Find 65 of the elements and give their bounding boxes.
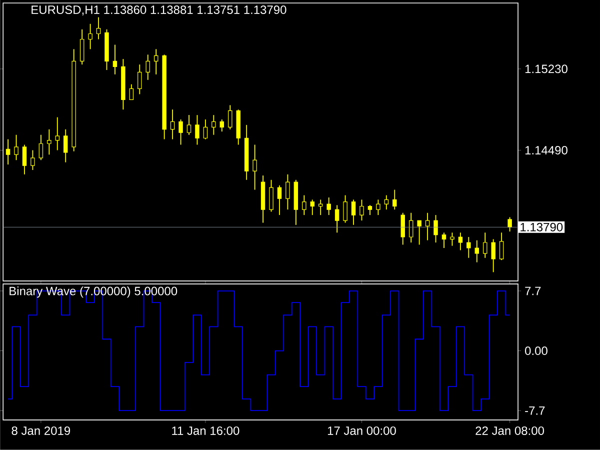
x-tick-label: 8 Jan 2019 [12,426,70,435]
candlestick [195,114,200,146]
x-tick-label: 11 Jan 16:00 [172,426,240,435]
candlestick [499,232,504,261]
candlestick [277,184,282,216]
candlestick [38,134,44,161]
candlestick [458,232,463,251]
candlestick [491,238,496,273]
candlestick [154,48,158,75]
candlestick [434,214,438,243]
candlestick [376,199,380,216]
candlestick [228,104,232,130]
candlestick [425,212,430,241]
y-tick-label: 1.15230 [525,64,568,74]
candlestick [80,28,84,65]
candlestick [368,204,372,216]
candlestick [351,199,356,226]
candlestick [474,240,479,263]
candlestick [138,64,142,95]
candlestick [269,179,274,212]
candlestick [318,199,323,216]
candlestick [326,197,331,216]
candlestick [334,204,340,234]
candlestick [55,116,60,151]
y-tick-label: 1.14490 [525,146,568,154]
candlestick [286,174,290,210]
candlestick [384,194,389,210]
candlestick [170,109,175,140]
candlestick [96,16,101,40]
candlestick [252,144,257,190]
candlestick [203,119,208,140]
candlestick [146,54,150,80]
candlestick [302,194,306,216]
candlestick [178,119,183,146]
candlestick [360,199,364,222]
chart-title: EURUSD,H1 1.13860 1.13881 1.13751 1.13790 [32,6,286,16]
candlestick [22,144,27,175]
candlestick [508,216,512,232]
candlestick [14,134,18,161]
candlestick [88,23,92,50]
x-tick-label: 17 Jan 00:00 [328,426,396,435]
candlestick [466,236,471,258]
candlestick [64,128,68,163]
candlestick [186,114,192,136]
candlestick [310,199,314,216]
candlestick [442,232,446,248]
y-tick-label: 0.00 [525,346,548,356]
y-tick-label: 7.7 [525,286,541,296]
candlestick [129,84,134,100]
candlestick [112,44,118,75]
candlestick [417,220,422,246]
candlestick [220,119,224,132]
ref-line-label: 1.13790 [520,222,563,232]
candlestick [47,128,52,156]
candlestick [408,212,414,243]
candlestick [392,189,397,210]
candlestick [343,194,348,224]
candlestick [6,138,10,165]
y-tick-label: -7.7 [525,406,545,415]
candlestick [212,114,216,136]
candlestick [400,212,405,246]
candlestick [30,150,35,170]
x-tick-label: 22 Jan 08:00 [476,426,544,435]
candlestick [483,232,488,258]
candlestick [450,232,454,246]
